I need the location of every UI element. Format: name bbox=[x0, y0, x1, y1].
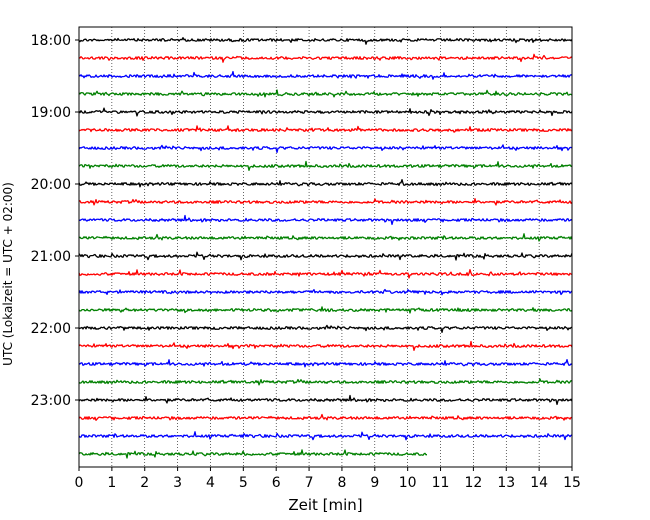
x-tick-label: 3 bbox=[173, 475, 182, 491]
trace-20:15 bbox=[78, 198, 573, 206]
y-axis-ticks: 18:00 19:00 20:00 21:00 22:00 23:00 bbox=[31, 33, 79, 409]
x-tick-label: 5 bbox=[239, 475, 248, 491]
y-tick-label: 21:00 bbox=[31, 249, 71, 265]
x-tick-label: 13 bbox=[497, 475, 515, 491]
x-tick-label: 11 bbox=[432, 475, 450, 491]
trace-20:30 bbox=[78, 214, 573, 226]
trace-22:00 bbox=[78, 324, 573, 333]
x-tick-label: 9 bbox=[370, 475, 379, 491]
y-tick-label: 22:00 bbox=[31, 321, 71, 337]
x-tick-label: 14 bbox=[530, 475, 548, 491]
trace-21:00 bbox=[78, 251, 573, 261]
trace-23:30 bbox=[78, 431, 573, 441]
trace-20:00 bbox=[78, 178, 573, 188]
trace-23:00 bbox=[78, 394, 573, 406]
trace-18:45 bbox=[78, 89, 573, 98]
x-axis-ticks: 0 1 2 3 4 5 6 7 8 9 10 11 12 13 14 15 bbox=[75, 467, 581, 491]
trace-22:30 bbox=[78, 358, 573, 368]
x-tick-label: 6 bbox=[272, 475, 281, 491]
trace-19:45 bbox=[78, 160, 573, 172]
x-tick-label: 10 bbox=[399, 475, 417, 491]
x-tick-label: 0 bbox=[75, 475, 84, 491]
trace-20:45 bbox=[78, 233, 573, 242]
x-tick-label: 1 bbox=[107, 475, 116, 491]
trace-lines bbox=[78, 37, 573, 459]
x-tick-label: 12 bbox=[464, 475, 482, 491]
trace-21:45 bbox=[78, 306, 573, 314]
x-tick-label: 8 bbox=[337, 475, 346, 491]
trace-22:15 bbox=[78, 340, 573, 352]
trace-22:45 bbox=[78, 378, 573, 386]
x-tick-label: 2 bbox=[140, 475, 149, 491]
y-tick-label: 23:00 bbox=[31, 393, 71, 409]
x-tick-label: 7 bbox=[305, 475, 314, 491]
y-tick-label: 19:00 bbox=[31, 105, 71, 121]
y-tick-label: 18:00 bbox=[31, 33, 71, 49]
y-tick-label: 20:00 bbox=[31, 177, 71, 193]
trace-21:30 bbox=[78, 288, 573, 296]
trace-21:15 bbox=[78, 269, 573, 279]
trace-18:30 bbox=[78, 70, 573, 80]
x-tick-label: 4 bbox=[206, 475, 215, 491]
grid-lines bbox=[111, 27, 540, 467]
y-axis-label: UTC (Lokalzeit = UTC + 02:00) bbox=[1, 182, 15, 366]
trace-18:00 bbox=[78, 37, 573, 45]
trace-18:15 bbox=[78, 53, 573, 63]
x-tick-label: 15 bbox=[563, 475, 581, 491]
trace-23:15 bbox=[78, 413, 573, 421]
x-axis-label: Zeit [min] bbox=[288, 496, 362, 514]
plot-frame bbox=[78, 26, 573, 468]
trace-23:45 bbox=[78, 449, 428, 459]
trace-19:30 bbox=[78, 144, 573, 153]
trace-19:00 bbox=[78, 107, 573, 117]
trace-19:15 bbox=[78, 125, 573, 133]
